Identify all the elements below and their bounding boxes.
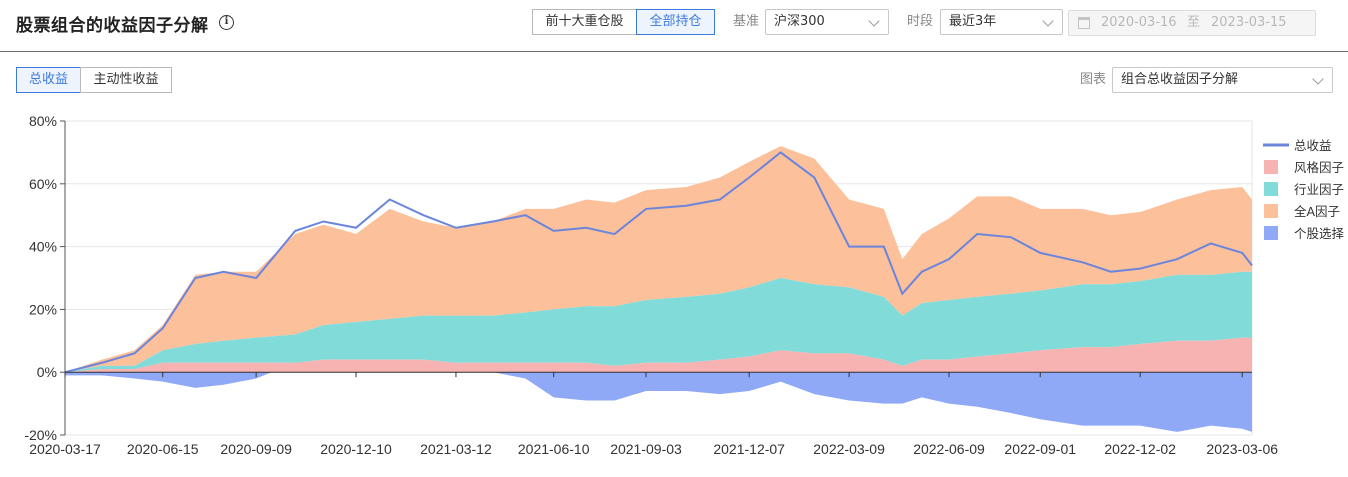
x-tick-label: 2020-03-17	[29, 441, 101, 457]
date-range-picker[interactable]: 2020-03-16 至 2023-03-15	[1068, 10, 1316, 36]
calendar-icon	[1078, 17, 1090, 29]
legend-swatch	[1264, 226, 1278, 240]
market-a-factor-area	[65, 146, 1252, 373]
date-end: 2023-03-15	[1211, 15, 1287, 30]
legend-label: 全A因子	[1294, 204, 1340, 219]
x-axis-labels: 2020-03-17 2020-06-15 2020-09-09 2020-12-10…	[29, 441, 1278, 457]
x-tick-label: 2020-12-10	[320, 441, 392, 457]
tab-total-return[interactable]: 总收益	[16, 67, 81, 93]
period-value: 最近3年	[949, 14, 997, 29]
tab-active-return[interactable]: 主动性收益	[80, 67, 172, 93]
y-tick-label: 40%	[29, 239, 57, 255]
page-title: 股票组合的收益因子分解	[16, 16, 209, 36]
chart-type-select[interactable]: 组合总收益因子分解	[1112, 67, 1333, 93]
total-return-line-group	[64, 151, 1253, 374]
y-tick-label: 20%	[29, 301, 57, 317]
y-tick-label: 80%	[29, 113, 57, 129]
chevron-down-icon	[1042, 15, 1054, 27]
legend-swatch	[1264, 204, 1278, 218]
chart-type-label: 图表	[1080, 72, 1107, 87]
chevron-down-icon	[1312, 73, 1324, 85]
x-tick-label: 2022-09-01	[1004, 441, 1076, 457]
legend-label: 风格因子	[1294, 160, 1344, 175]
y-tick-label: 60%	[29, 176, 57, 192]
date-start: 2020-03-16	[1101, 15, 1177, 30]
x-tick-label: 2021-12-07	[713, 441, 785, 457]
x-tick-label: 2022-03-09	[813, 441, 885, 457]
info-icon[interactable]: i	[219, 15, 234, 30]
legend-label: 个股选择	[1294, 226, 1345, 241]
x-tick-label: 2023-03-06	[1206, 441, 1278, 457]
x-tick-label: 2022-12-02	[1104, 441, 1176, 457]
legend-label: 行业因子	[1294, 182, 1344, 197]
x-tick-label: 2022-06-09	[913, 441, 985, 457]
benchmark-select[interactable]: 沪深300	[765, 9, 889, 35]
y-tick-label: 0%	[37, 364, 57, 380]
legend-label: 总收益	[1294, 138, 1332, 153]
style-factor-area	[65, 337, 1252, 373]
x-tick-label: 2021-03-12	[420, 441, 492, 457]
tab-top10-holdings[interactable]: 前十大重仓股	[532, 9, 637, 35]
stock-selection-area	[65, 362, 1252, 432]
total-return-line	[64, 151, 1253, 374]
chart-areas	[65, 146, 1252, 432]
factor-decomposition-chart: 80%60%40%20%0%-20% 2020-03-17 2020-06-15 2…	[24, 113, 1345, 457]
legend-swatch	[1264, 160, 1278, 174]
x-tick-label: 2020-09-09	[220, 441, 292, 457]
y-tick-label: -20%	[24, 427, 57, 443]
benchmark-value: 沪深300	[774, 14, 825, 29]
legend-swatch	[1264, 182, 1278, 196]
chart-axes	[60, 120, 1252, 436]
tab-all-holdings[interactable]: 全部持仓	[636, 9, 715, 35]
industry-factor-area	[65, 271, 1252, 373]
date-separator: 至	[1187, 15, 1201, 30]
y-axis-labels: 80% 60% 40% 20% 0% -20%	[24, 113, 57, 443]
benchmark-label: 基准	[733, 14, 760, 29]
page-header: 股票组合的收益因子分解 i 前十大重仓股 全部持仓 基准 沪深300 时段 最近…	[0, 0, 1348, 52]
chart-type-value: 组合总收益因子分解	[1121, 72, 1239, 87]
x-tick-label: 2021-09-03	[610, 441, 682, 457]
x-tick-label: 2021-06-10	[518, 441, 590, 457]
period-label: 时段	[907, 14, 934, 29]
period-select[interactable]: 最近3年	[940, 9, 1063, 35]
x-tick-label: 2020-06-15	[127, 441, 199, 457]
chevron-down-icon	[868, 15, 880, 27]
